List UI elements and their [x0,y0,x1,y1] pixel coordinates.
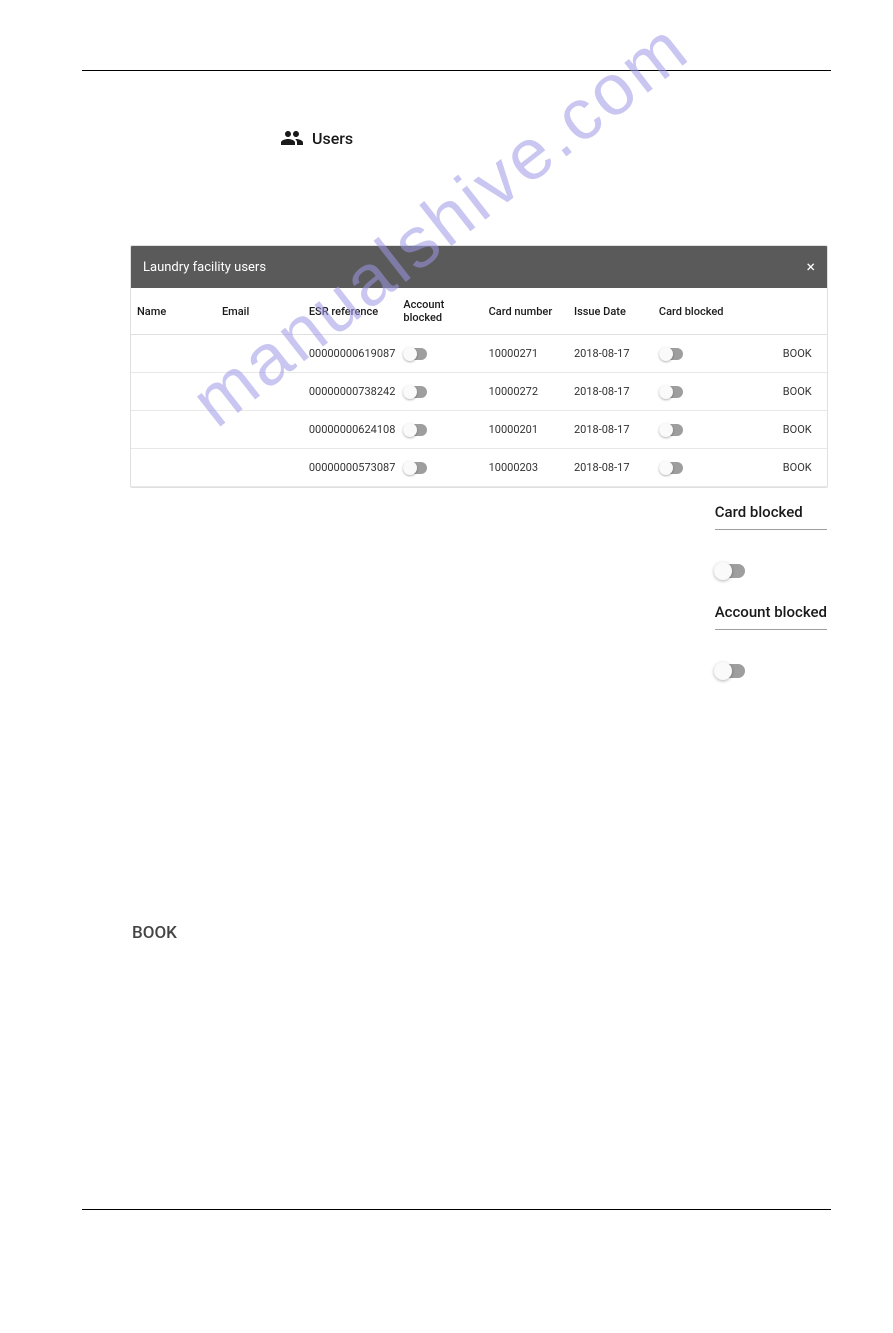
close-icon[interactable]: × [806,259,815,275]
cell-email [218,449,305,487]
cell-email [218,411,305,449]
cell-issue: 2018-08-17 [570,411,655,449]
cell-card: 10000271 [485,335,570,373]
cell-name [131,411,218,449]
cell-esr: 00000000738242 [305,373,400,411]
table-row: 00000000573087 100002032018-08-17 BOOK [131,449,827,487]
users-icon [280,126,304,150]
cell-esr: 00000000624108 [305,411,400,449]
cell-account-blocked[interactable] [399,411,484,449]
cell-card-blocked[interactable] [655,449,768,487]
cell-esr: 00000000619087 [305,335,400,373]
cell-card: 10000272 [485,373,570,411]
col-esr: ESR reference [305,288,400,335]
cell-email [218,335,305,373]
cell-name [131,449,218,487]
table-header: Laundry facility users × [131,246,827,288]
table-row: 00000000624108 100002012018-08-17 BOOK [131,411,827,449]
cell-issue: 2018-08-17 [570,335,655,373]
account-blocked-toggle[interactable] [715,660,827,679]
table-row: 00000000738242 100002722018-08-17 BOOK [131,373,827,411]
users-table: Name Email ESR reference Account blocked… [131,288,827,487]
book-large[interactable]: BOOK [132,923,177,943]
page-container: Users Laundry facility users × Name Emai… [82,70,831,1210]
col-book [767,288,827,335]
cell-account-blocked[interactable] [399,449,484,487]
col-account: Account blocked [399,288,484,335]
cell-card-blocked[interactable] [655,411,768,449]
side-panel: Card blocked Account blocked [715,503,827,703]
cell-account-blocked[interactable] [399,373,484,411]
account-blocked-label: Account blocked [715,603,827,630]
card-blocked-toggle[interactable] [715,560,827,579]
cell-issue: 2018-08-17 [570,373,655,411]
table-row: 00000000619087 100002712018-08-17 BOOK [131,335,827,373]
col-card: Card number [485,288,570,335]
cell-account-blocked[interactable] [399,335,484,373]
col-email: Email [218,288,305,335]
col-name: Name [131,288,218,335]
book-link[interactable]: BOOK [767,449,827,487]
cell-name [131,373,218,411]
col-issue: Issue Date [570,288,655,335]
book-link[interactable]: BOOK [767,411,827,449]
cell-esr: 00000000573087 [305,449,400,487]
cell-name [131,335,218,373]
cell-card-blocked[interactable] [655,335,768,373]
users-title: Users [312,129,353,148]
book-link[interactable]: BOOK [767,335,827,373]
users-header: Users [280,126,831,150]
table-title: Laundry facility users [143,260,266,275]
cell-card-blocked[interactable] [655,373,768,411]
users-table-container: Laundry facility users × Name Email ESR … [130,245,828,488]
cell-issue: 2018-08-17 [570,449,655,487]
cell-card: 10000203 [485,449,570,487]
book-link[interactable]: BOOK [767,373,827,411]
card-blocked-label: Card blocked [715,503,827,530]
cell-email [218,373,305,411]
col-cardblocked: Card blocked [655,288,768,335]
cell-card: 10000201 [485,411,570,449]
